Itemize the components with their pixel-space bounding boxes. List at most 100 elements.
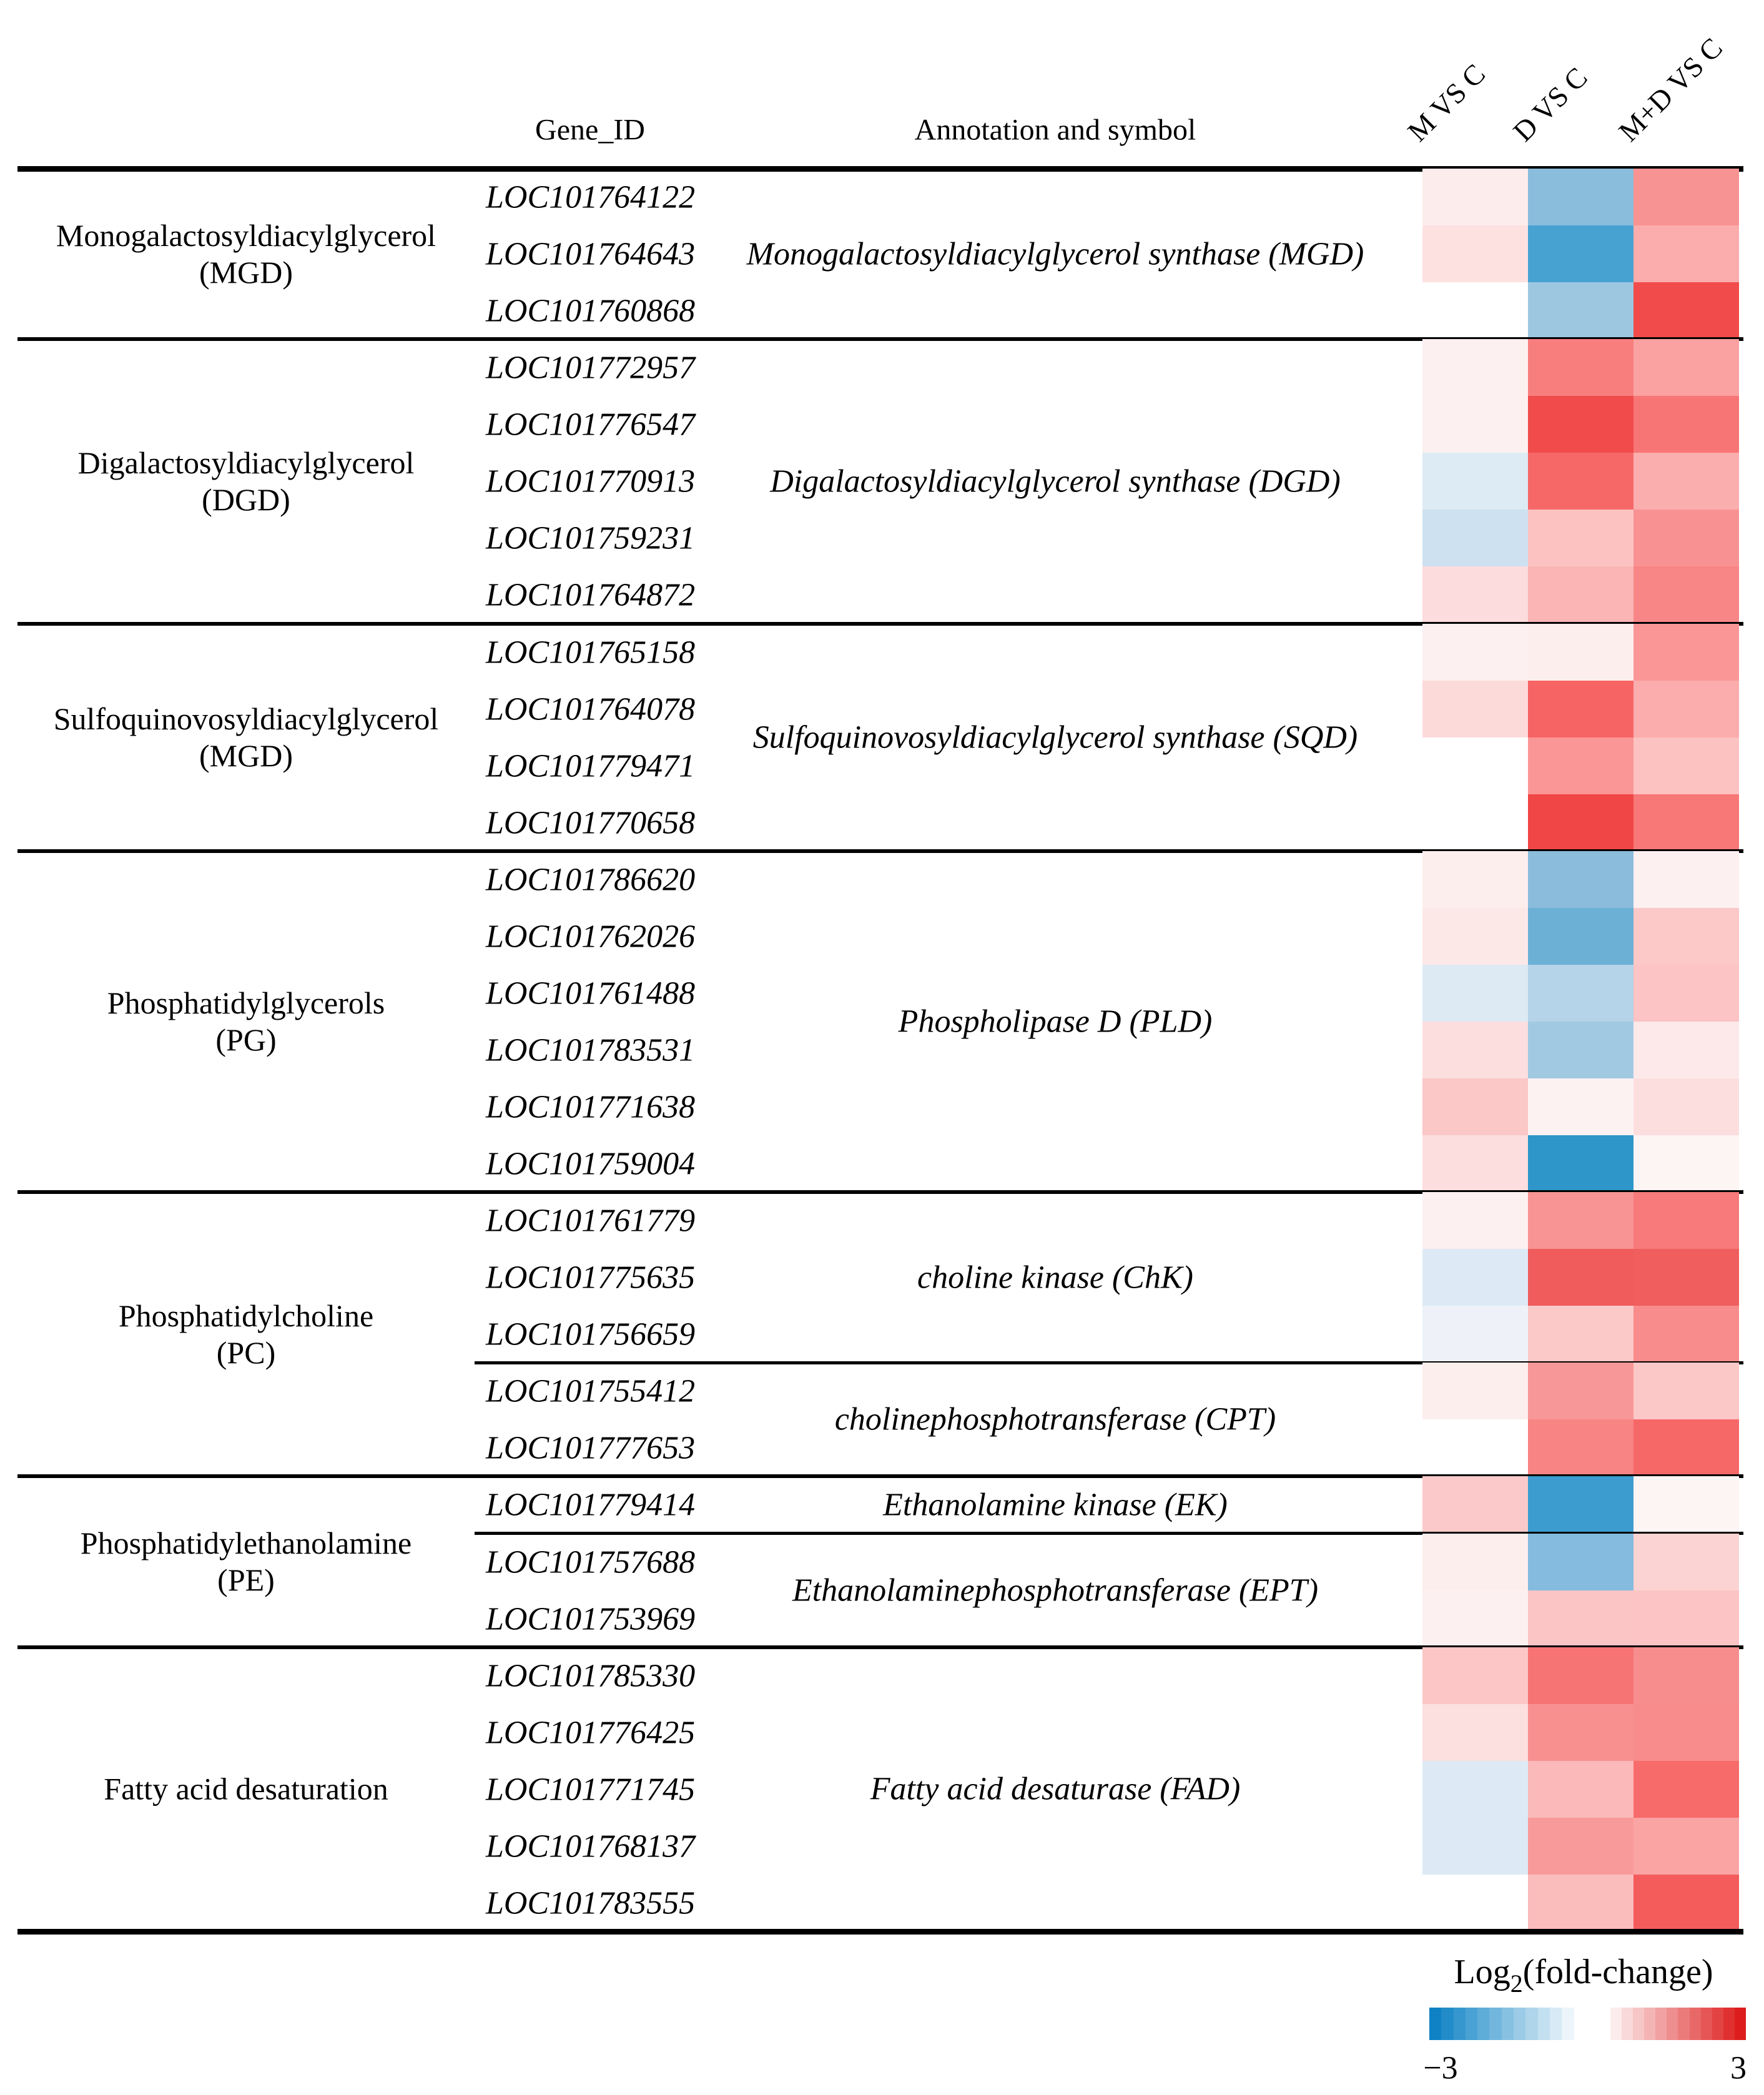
- heatmap-cell: [1528, 1534, 1633, 1590]
- heatmap-cell: [1528, 453, 1633, 510]
- heatmap-cell: [1422, 169, 1528, 225]
- legend-color-step: [1644, 2008, 1656, 2040]
- gene-id: LOC101779471: [486, 748, 696, 784]
- heatmap-cell: [1528, 681, 1633, 737]
- legend-color-step: [1562, 2008, 1574, 2040]
- legend-title-rest: (fold-change): [1522, 1953, 1713, 1991]
- legend-color-step: [1429, 2008, 1442, 2040]
- heatmap-cell: [1528, 794, 1633, 851]
- annotation-label: Phospholipase D (PLD): [898, 1003, 1213, 1040]
- heatmap-cell: [1633, 1078, 1739, 1135]
- category-label: Sulfoquinovosyldiacylglycerol (MGD): [54, 701, 439, 774]
- heatmap-cell: [1422, 1022, 1528, 1078]
- heatmap-cell: [1422, 1761, 1528, 1818]
- annotation-label: Digalactosyldiacylglycerol synthase (DGD…: [770, 463, 1341, 500]
- heatmap-cell: [1633, 396, 1739, 453]
- legend-max-label: 3: [1730, 2050, 1747, 2086]
- gene-id: LOC101761779: [486, 1203, 696, 1238]
- heatmap-cell: [1528, 1249, 1633, 1306]
- heatmap-cell: [1528, 1078, 1633, 1135]
- category-name: Phosphatidylglycerols: [107, 985, 385, 1020]
- heatmap-cell: [1528, 1704, 1633, 1761]
- heatmap-cell: [1633, 1704, 1739, 1761]
- heatmap-cell: [1633, 225, 1739, 282]
- gene-id: LOC101786620: [486, 862, 696, 897]
- heatmap-cell: [1528, 851, 1633, 908]
- heatmap-cell: [1422, 1192, 1528, 1249]
- heatmap-cell: [1528, 1476, 1633, 1534]
- heatmap-cell: [1422, 1135, 1528, 1192]
- heatmap-cell: [1528, 624, 1633, 681]
- legend-color-step: [1700, 2008, 1712, 2040]
- table-top-rule: [17, 166, 1743, 172]
- category-name: Phosphatidylcholine: [118, 1298, 374, 1333]
- category-abbreviation: (MGD): [199, 254, 293, 290]
- comparison-header-label: M VS C: [1401, 57, 1491, 148]
- gene-id: LOC101764122: [486, 179, 696, 215]
- heatmap-cell: [1633, 1192, 1739, 1249]
- heatmap-cell: [1633, 794, 1739, 851]
- heatmap-cell: [1422, 1704, 1528, 1761]
- heatmap-cell: [1633, 737, 1739, 794]
- heatmap-cell: [1633, 908, 1739, 965]
- heatmap-cell: [1422, 1078, 1528, 1135]
- gene-id: LOC101764078: [486, 691, 696, 727]
- category-abbreviation: (PE): [217, 1562, 275, 1598]
- comparison-header-label: D VS C: [1506, 61, 1594, 148]
- heatmap-cell: [1422, 1647, 1528, 1704]
- gene-id: LOC101762026: [486, 919, 696, 954]
- legend-color-step: [1689, 2008, 1701, 2040]
- legend-color-step: [1514, 2008, 1526, 2040]
- annotation-label: choline kinase (ChK): [917, 1259, 1193, 1296]
- legend-color-step: [1453, 2008, 1466, 2040]
- heatmap-cell: [1528, 737, 1633, 794]
- legend-color-step: [1477, 2008, 1490, 2040]
- heatmap-cell: [1633, 1875, 1739, 1931]
- heatmap-cell: [1633, 1249, 1739, 1306]
- gene-id: LOC101756659: [486, 1316, 696, 1352]
- gene-id: LOC101772957: [486, 350, 696, 385]
- heatmap-cell: [1422, 1534, 1528, 1590]
- heatmap-cell: [1633, 1818, 1739, 1875]
- heatmap-cell: [1422, 1590, 1528, 1647]
- heatmap-cell: [1633, 1534, 1739, 1590]
- section-divider-rule: [17, 1474, 1743, 1478]
- gene-id: LOC101776547: [486, 407, 696, 442]
- category-abbreviation: (PC): [216, 1334, 276, 1370]
- gene-id: LOC101777653: [486, 1430, 696, 1466]
- gene-id: LOC101760868: [486, 293, 696, 328]
- heatmap-cell: [1422, 453, 1528, 510]
- category-label: Fatty acid desaturation: [104, 1771, 388, 1808]
- legend-color-step: [1465, 2008, 1478, 2040]
- category-label: Phosphatidylcholine (PC): [119, 1298, 373, 1371]
- gene-id: LOC101768137: [486, 1828, 696, 1864]
- heatmap-cell: [1422, 624, 1528, 681]
- heatmap-cell: [1528, 1135, 1633, 1192]
- category-label: Monogalactosyldiacylglycerol (MGD): [56, 217, 436, 291]
- gene-id: LOC101759004: [486, 1146, 696, 1181]
- heatmap-cell: [1633, 965, 1739, 1022]
- category-abbreviation: (DGD): [202, 481, 290, 517]
- gene-id-column-header: Gene_ID: [535, 113, 645, 147]
- category-label: Digalactosyldiacylglycerol (DGD): [78, 445, 415, 518]
- legend-color-step: [1622, 2008, 1633, 2040]
- heatmap-cell: [1633, 1306, 1739, 1363]
- annotation-label: Fatty acid desaturase (FAD): [870, 1771, 1241, 1807]
- heatmap-cell: [1633, 510, 1739, 566]
- heatmap-cell: [1633, 851, 1739, 908]
- legend-color-step: [1574, 2008, 1586, 2040]
- heatmap-cell: [1528, 1590, 1633, 1647]
- annotation-label: Sulfoquinovosyldiacylglycerol synthase (…: [752, 719, 1358, 756]
- legend-color-step: [1723, 2008, 1735, 2040]
- gene-id: LOC101771638: [486, 1089, 696, 1125]
- heatmap-cell: [1422, 1249, 1528, 1306]
- heatmap-cell: [1528, 282, 1633, 339]
- heatmap-cell: [1528, 225, 1633, 282]
- gene-id: LOC101779414: [486, 1487, 696, 1523]
- legend-color-step: [1712, 2008, 1723, 2040]
- heatmap-cell: [1633, 282, 1739, 339]
- heatmap-cell: [1422, 282, 1528, 339]
- heatmap-cell: [1528, 339, 1633, 396]
- heatmap-cell: [1422, 1875, 1528, 1931]
- heatmap-cell: [1633, 453, 1739, 510]
